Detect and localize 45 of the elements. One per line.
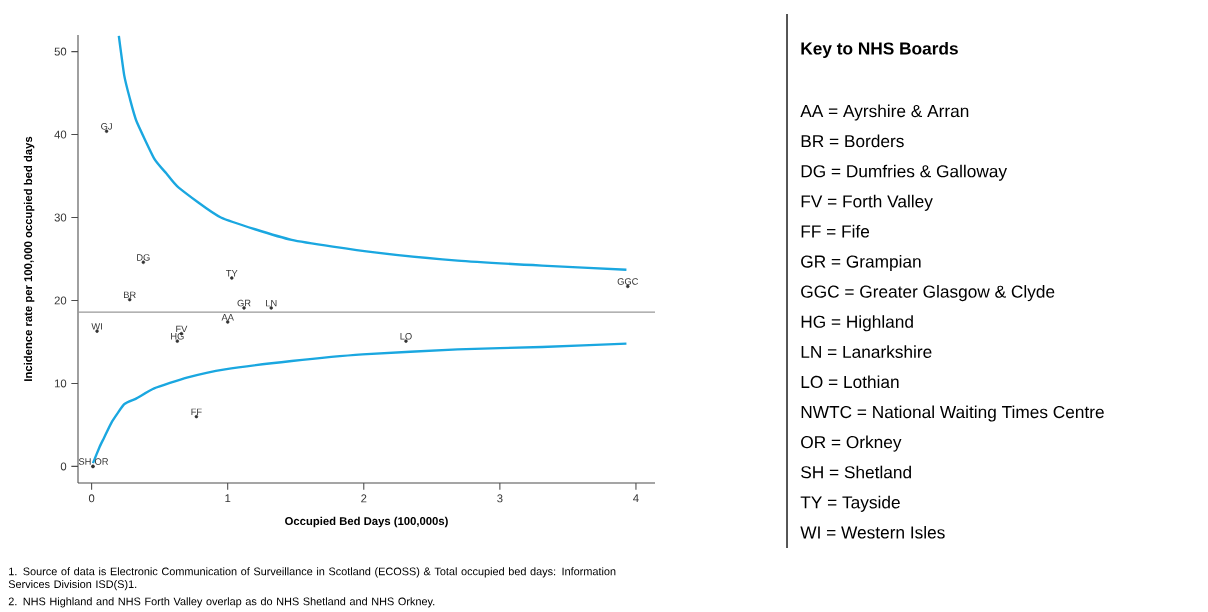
x-tick-label: 3 (497, 494, 503, 503)
y-tick-label: 30 (54, 213, 67, 222)
text: SH = Shetland (801, 465, 911, 479)
y-axis-title: Incidence rate per 100,000 occupied bed days (23, 136, 35, 381)
text: 2. NHS Highland and NHS Forth Valley overlap as do NHS Shetland and NHS Orkney. (8, 597, 435, 608)
text: DG = Dumfries & Galloway (801, 164, 1008, 181)
data-label: LO (400, 332, 412, 340)
text: LN = Lanarkshire (801, 345, 932, 358)
y-tick-label: 0 (60, 462, 67, 471)
x-tick-label: 2 (361, 494, 367, 503)
data-label: LN (266, 299, 277, 307)
data-label: AA (221, 314, 234, 321)
text: GR = Grampian (801, 254, 921, 272)
data-label: GGC (617, 278, 639, 285)
text: FF = Fife (801, 224, 870, 238)
text: Key to NHS Boards (801, 41, 958, 59)
text: FV = Forth Valley (801, 194, 933, 211)
text: WI = Western Isles (800, 525, 945, 539)
text: OR = Orkney (801, 435, 902, 452)
text: AA = Ayrshire & Arran (800, 104, 969, 121)
data-label: DG (137, 254, 150, 261)
line-series (117, 34, 628, 271)
x-tick-label: 1 (225, 494, 231, 503)
text: HG = Highland (801, 315, 913, 332)
x-tick-label: 0 (88, 494, 95, 503)
data-label: SH (78, 458, 91, 465)
y-tick-label: 10 (54, 379, 67, 388)
text: NWTC = National Waiting Times Centre (801, 405, 1104, 422)
text: TY = Tayside (800, 495, 900, 512)
y-tick-label: 50 (54, 47, 67, 56)
x-tick-label: 4 (633, 494, 639, 503)
text: LO = Lothian (801, 375, 899, 389)
text: 1. Source of data is Electronic Communication of Surveillance in Scotland (ECOSS) & Total occupied bed days: Information Services Division ISD(S)1. (8, 567, 616, 591)
data-label: TY (226, 270, 238, 277)
y-tick-label: 20 (54, 296, 67, 305)
data-label: WI (91, 323, 102, 330)
text: GGC = Greater Glasgow & Clyde (801, 285, 1055, 302)
text: BR = Borders (801, 134, 904, 148)
data-label: GJ (101, 123, 112, 130)
x-axis-title: Occupied Bed Days (100,000s) (285, 516, 448, 528)
data-label: FF (191, 408, 202, 416)
data-label: BR (124, 291, 136, 299)
data-label: OR (95, 458, 109, 465)
y-tick-label: 40 (54, 130, 67, 139)
data-label: GR (237, 299, 251, 307)
